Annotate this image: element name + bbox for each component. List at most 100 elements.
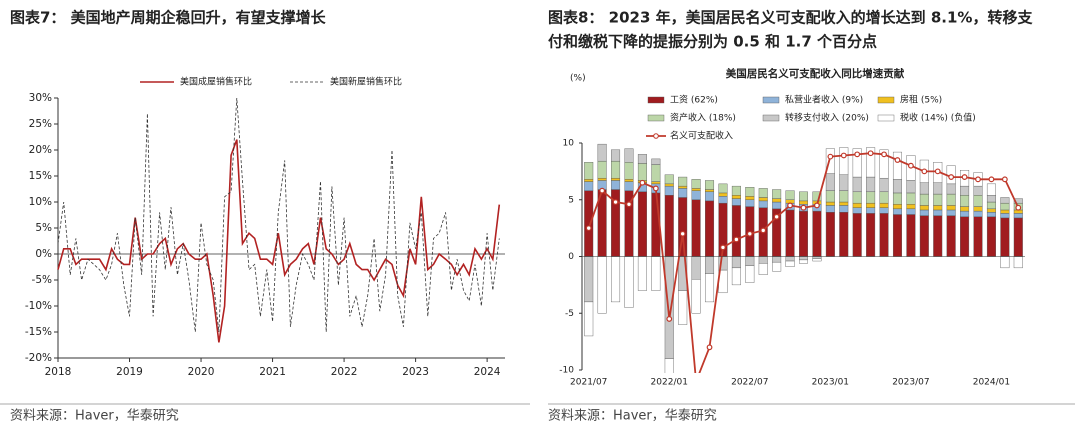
- bar-segment: [1013, 217, 1023, 257]
- bar-segment: [745, 196, 755, 200]
- line-marker: [840, 152, 847, 159]
- bar-segment: [1013, 256, 1023, 269]
- bar-segment: [664, 358, 674, 373]
- legend-swatch: [762, 114, 780, 122]
- legend-swatch: [877, 114, 895, 122]
- bar-segment: [799, 256, 808, 261]
- line-marker: [881, 151, 887, 158]
- bar-segment: [664, 195, 674, 257]
- line-marker: [814, 202, 820, 209]
- x-tick-label: 2024/01: [973, 378, 1010, 388]
- bar-segment: [892, 179, 902, 194]
- bar-segment: [772, 189, 782, 199]
- bar-segment: [1013, 213, 1023, 219]
- bar-segment: [611, 177, 621, 181]
- title-right-1: 图表8： 2023 年，美国居民名义可支配收入的增长达到 8.1%，转移支: [548, 9, 1033, 27]
- bar-segment: [624, 179, 634, 182]
- line-marker: [1015, 204, 1022, 211]
- bar-segment: [973, 185, 983, 196]
- x-tick-label: 2018: [45, 366, 72, 378]
- bar-segment: [597, 160, 607, 179]
- bar-segment: [825, 212, 835, 257]
- legend-swatch: [762, 96, 780, 104]
- bar-segment: [879, 149, 889, 179]
- bar-segment: [892, 214, 902, 257]
- bar-segment: [718, 183, 728, 194]
- source-right: 资料来源：Haver，华泰研究: [548, 409, 717, 424]
- line-marker: [921, 168, 928, 175]
- line-marker: [652, 185, 659, 192]
- bar-segment: [825, 148, 835, 174]
- bar-segment: [772, 198, 782, 203]
- line-marker: [760, 227, 767, 234]
- bar-segment: [986, 201, 996, 210]
- line-marker: [733, 236, 740, 243]
- legend-label: 私营业者收入 (9%): [785, 94, 863, 106]
- bar-segment: [772, 201, 782, 210]
- bar-segment: [946, 193, 956, 206]
- line-marker: [599, 187, 606, 194]
- bar-segment: [1000, 209, 1010, 214]
- bar-segment: [611, 180, 621, 190]
- bar-segment: [637, 154, 647, 164]
- line-marker: [694, 379, 699, 384]
- bar-segment: [745, 199, 755, 207]
- bar-segment: [866, 147, 876, 178]
- legend-swatch: [653, 133, 659, 139]
- bar-segment: [705, 256, 715, 274]
- bar-segment: [906, 192, 916, 205]
- bar-segment: [866, 207, 876, 214]
- bar-segment: [785, 260, 795, 267]
- bar-segment: [946, 215, 956, 257]
- bar-segment: [799, 191, 808, 202]
- y-tick-label: 10: [563, 139, 575, 149]
- bar-segment: [705, 273, 715, 303]
- bar-segment: [758, 200, 768, 208]
- line-marker: [854, 151, 861, 158]
- bar-segment: [705, 191, 715, 202]
- bar-segment: [906, 208, 916, 215]
- bar-segment: [986, 212, 996, 217]
- line-marker: [612, 199, 619, 205]
- bar-segment: [664, 174, 674, 185]
- bar-segment: [597, 143, 607, 162]
- bar-segment: [637, 256, 647, 291]
- bar-segment: [705, 189, 715, 193]
- bar-segment: [906, 214, 916, 257]
- legend-swatch: [647, 96, 665, 104]
- bar-segment: [839, 147, 849, 175]
- bar-segment: [852, 176, 862, 193]
- bar-segment: [839, 201, 849, 206]
- bar-segment: [933, 182, 943, 195]
- bar-segment: [691, 199, 701, 257]
- bar-segment: [986, 216, 996, 257]
- bar-segment: [758, 188, 768, 198]
- bar-segment: [839, 190, 849, 203]
- bar-segment: [852, 191, 862, 204]
- bar-segment: [731, 198, 741, 206]
- bar-segment: [866, 202, 876, 208]
- bar-segment: [960, 216, 970, 257]
- series-line: [57, 97, 500, 333]
- x-tick-label: 2024: [474, 366, 501, 378]
- bar-segment: [611, 160, 621, 179]
- title-left: 图表7： 美国地产周期企稳回升，有望支撑增长: [10, 9, 327, 27]
- bar-segment: [879, 207, 889, 214]
- bar-segment: [812, 210, 822, 257]
- bar-segment: [745, 256, 755, 266]
- legend-label: 名义可支配收入: [670, 130, 733, 142]
- line-marker: [787, 202, 793, 209]
- bar-segment: [731, 267, 741, 286]
- bar-segment: [584, 162, 594, 180]
- bar-segment: [986, 183, 996, 196]
- series-line: [57, 139, 501, 343]
- legend-swatch: [647, 114, 665, 122]
- bar-segment: [1000, 213, 1010, 219]
- line-marker: [867, 150, 874, 157]
- bar-segment: [624, 162, 634, 180]
- line-marker: [585, 225, 592, 232]
- bar-segment: [624, 181, 634, 191]
- line-marker: [975, 176, 981, 183]
- bar-segment: [960, 210, 970, 217]
- bar-segment: [825, 205, 835, 213]
